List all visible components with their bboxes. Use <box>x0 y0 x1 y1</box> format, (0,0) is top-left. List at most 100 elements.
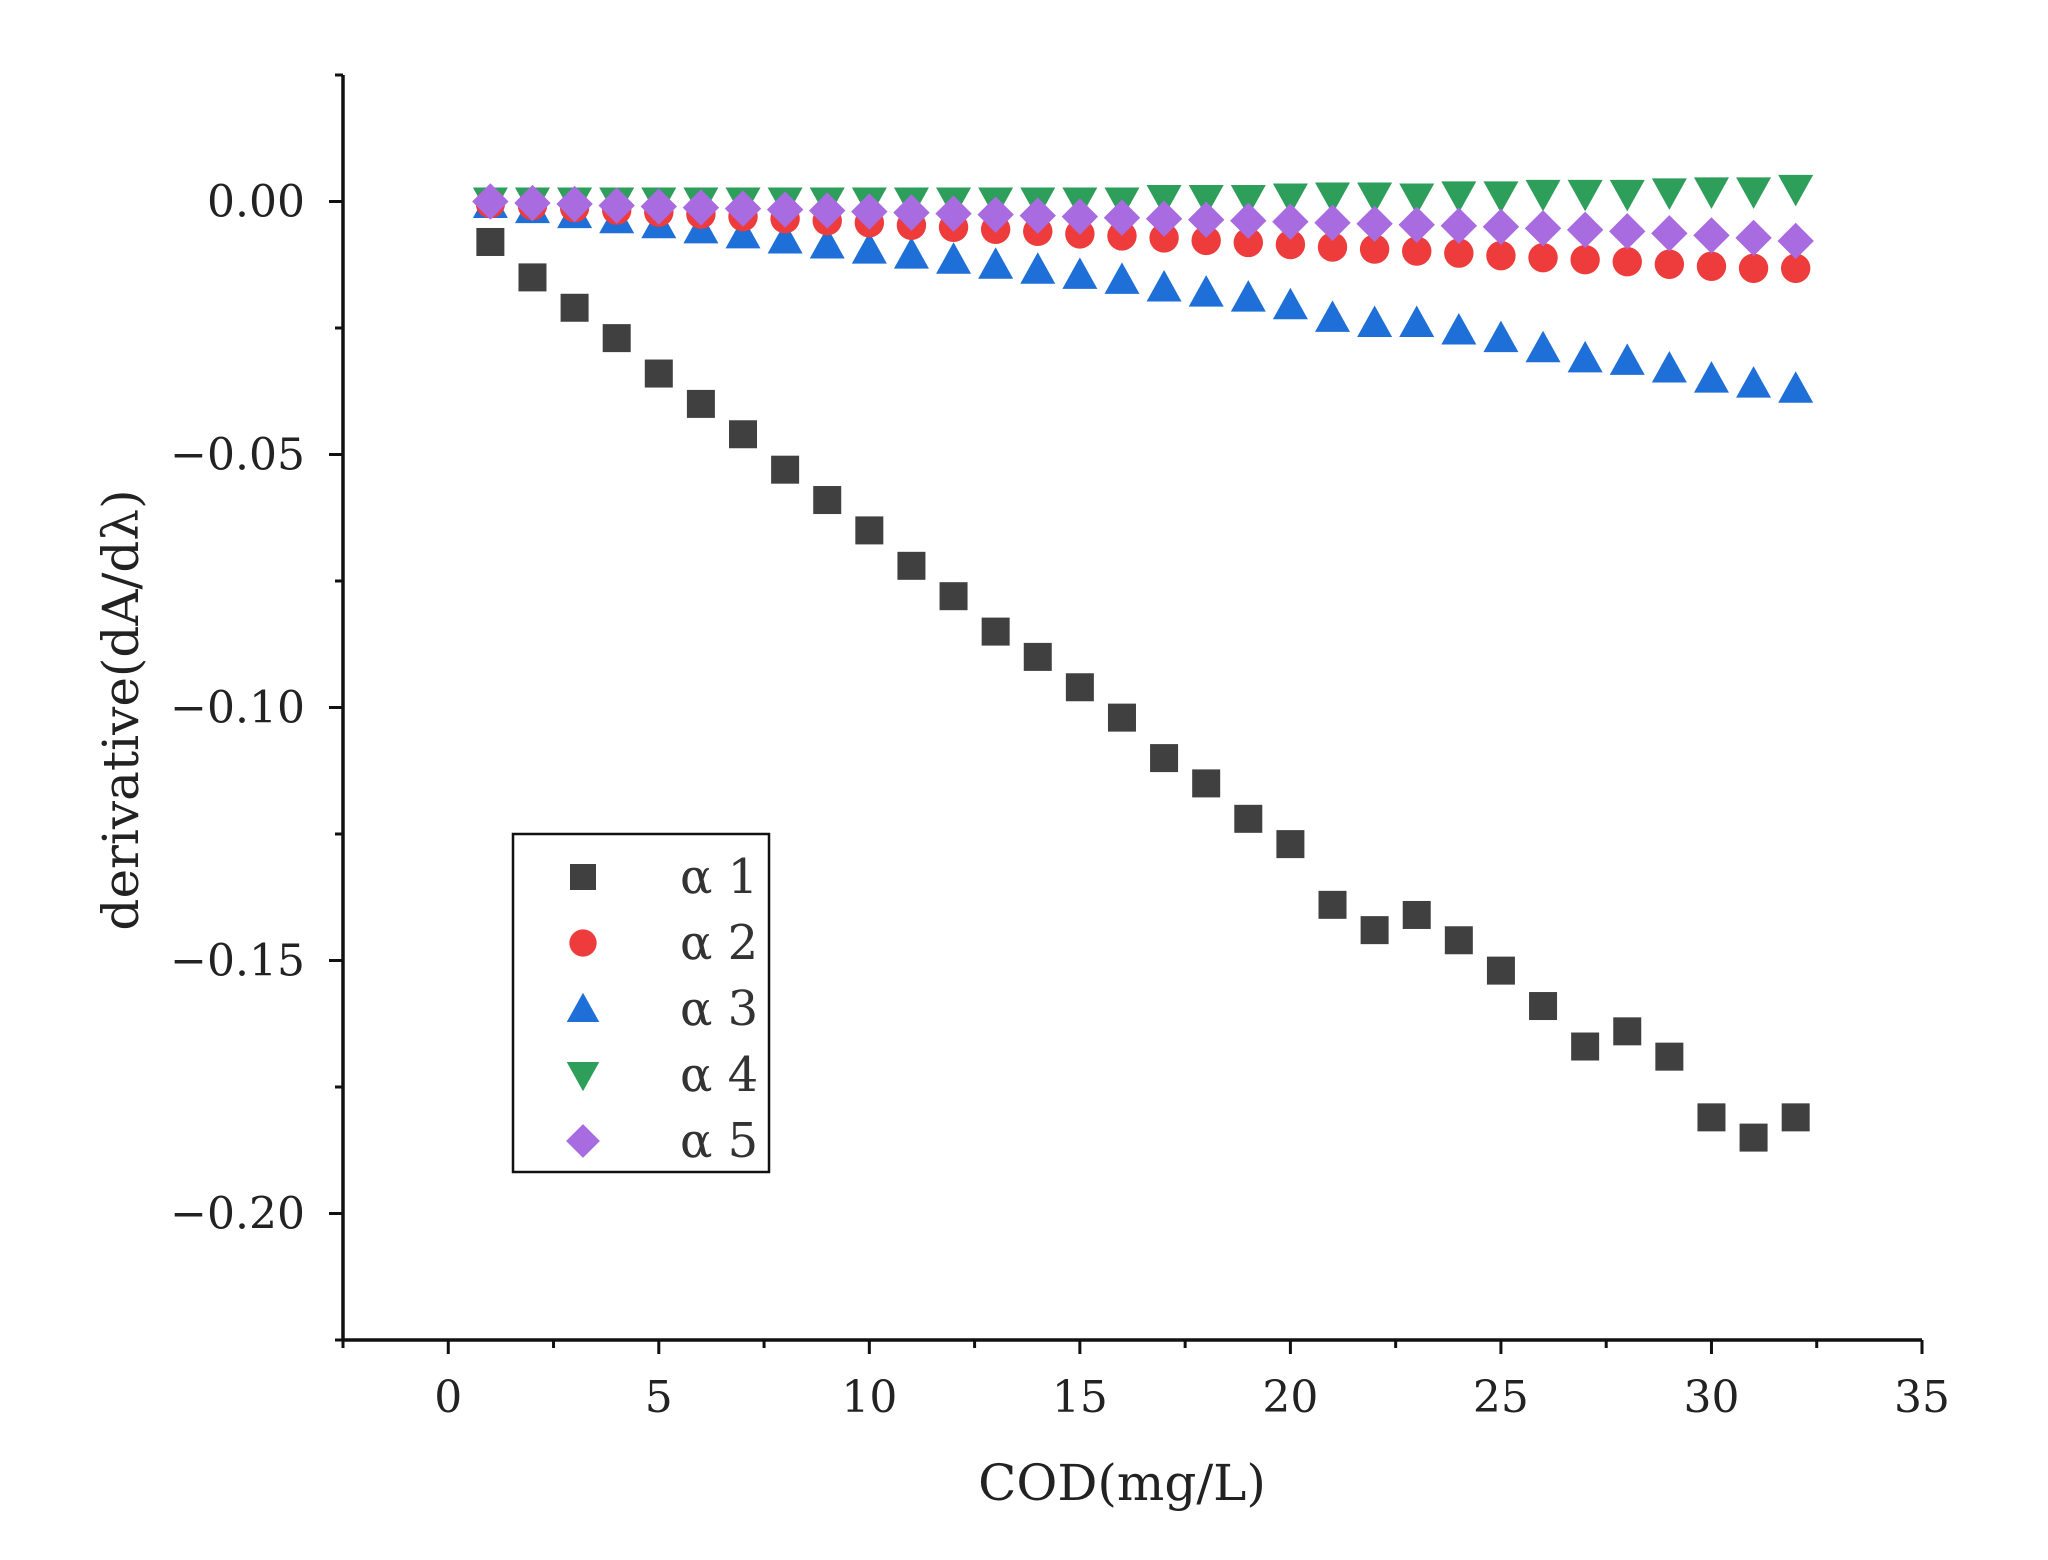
data-point <box>1697 1103 1726 1132</box>
legend-entry: α 1 <box>570 849 758 905</box>
data-point <box>1023 642 1052 671</box>
legend: α 1 α 2 α 3 α 4 α 5 <box>511 832 771 1174</box>
data-point <box>1735 219 1772 257</box>
data-point <box>644 359 673 388</box>
data-point <box>1524 210 1562 247</box>
data-point <box>813 486 842 515</box>
legend-entry: α 4 <box>566 1047 758 1103</box>
data-point <box>1483 181 1519 213</box>
y-tick-label: 0.00 <box>207 177 305 228</box>
y-tick-label: −0.10 <box>170 683 305 734</box>
data-point <box>1356 205 1393 242</box>
legend-marker <box>566 1124 600 1158</box>
data-point <box>978 247 1014 279</box>
data-point <box>518 263 547 292</box>
data-point <box>1736 177 1772 209</box>
data-point <box>1062 257 1098 289</box>
data-point <box>1061 198 1099 235</box>
data-point <box>1398 206 1435 243</box>
data-point <box>1441 313 1477 345</box>
data-point <box>1104 262 1140 294</box>
data-point <box>1234 804 1263 833</box>
data-point <box>893 237 929 269</box>
data-point <box>514 184 551 222</box>
data-point <box>1736 366 1772 398</box>
data-point <box>724 190 762 227</box>
series-2 <box>475 188 1811 283</box>
legend-entry: α 5 <box>566 1113 758 1169</box>
data-point <box>1314 204 1351 241</box>
data-point <box>1482 208 1520 245</box>
y-tick-label: −0.20 <box>170 1189 305 1240</box>
x-tick-label: 30 <box>1683 1372 1739 1423</box>
legend-entry: α 3 <box>566 981 758 1037</box>
x-tick-label: 20 <box>1262 1372 1318 1423</box>
data-point <box>1566 211 1604 249</box>
data-point <box>1188 275 1224 307</box>
data-point <box>1020 252 1056 284</box>
legend-label: α 2 <box>680 915 758 971</box>
data-point <box>1693 217 1730 254</box>
data-point <box>1402 236 1432 266</box>
data-point <box>598 187 635 224</box>
data-point <box>602 324 631 353</box>
data-point <box>1528 242 1558 273</box>
data-point <box>1693 177 1729 209</box>
data-point <box>1781 1103 1810 1132</box>
data-point <box>1651 178 1687 210</box>
data-point <box>1150 744 1179 773</box>
data-point <box>1655 1042 1684 1071</box>
data-point <box>1272 183 1308 215</box>
data-point <box>1693 361 1729 393</box>
data-point <box>1107 221 1137 251</box>
legend-marker <box>566 1062 600 1092</box>
data-point <box>1315 182 1351 214</box>
data-point <box>1276 830 1305 859</box>
data-point <box>809 192 846 229</box>
data-point <box>682 189 720 226</box>
y-tick-label: −0.15 <box>170 936 305 987</box>
data-point <box>1188 184 1224 217</box>
data-point <box>1192 769 1221 798</box>
data-point <box>1654 249 1685 279</box>
data-point <box>556 185 593 223</box>
data-point <box>893 194 930 231</box>
data-point <box>1065 673 1094 702</box>
data-point <box>766 191 804 228</box>
data-point <box>1486 956 1515 985</box>
data-point <box>809 227 845 259</box>
data-point <box>1230 184 1266 217</box>
series-5 <box>472 183 1814 260</box>
series-3 <box>472 186 1814 403</box>
data-point <box>1778 174 1814 207</box>
x-tick-label: 25 <box>1473 1372 1529 1423</box>
data-point <box>1317 232 1348 262</box>
data-point <box>1525 179 1561 212</box>
data-point <box>1696 251 1727 281</box>
data-point <box>1651 350 1687 383</box>
data-point <box>476 227 505 256</box>
data-point <box>1486 240 1516 271</box>
series-4 <box>472 174 1814 219</box>
data-point <box>767 221 803 254</box>
data-point <box>1441 181 1477 213</box>
data-point <box>935 195 972 232</box>
data-points <box>472 174 1814 1152</box>
legend-box <box>511 832 771 1174</box>
legend-marker <box>569 929 597 957</box>
legend-marker <box>570 864 596 890</box>
data-point <box>1780 253 1811 283</box>
data-point <box>1272 203 1309 240</box>
x-tick-label: 0 <box>434 1372 462 1423</box>
data-point <box>1315 300 1351 332</box>
data-point <box>1483 320 1519 353</box>
data-point <box>1567 179 1603 212</box>
legend-entry: α 2 <box>569 915 758 971</box>
data-point <box>771 455 800 484</box>
data-point <box>1609 343 1645 375</box>
legend-label: α 5 <box>680 1113 758 1169</box>
data-point <box>897 551 926 580</box>
y-axis-title: derivative(dA/dλ) <box>92 489 150 930</box>
data-point <box>1272 287 1308 320</box>
data-point <box>1360 916 1389 945</box>
